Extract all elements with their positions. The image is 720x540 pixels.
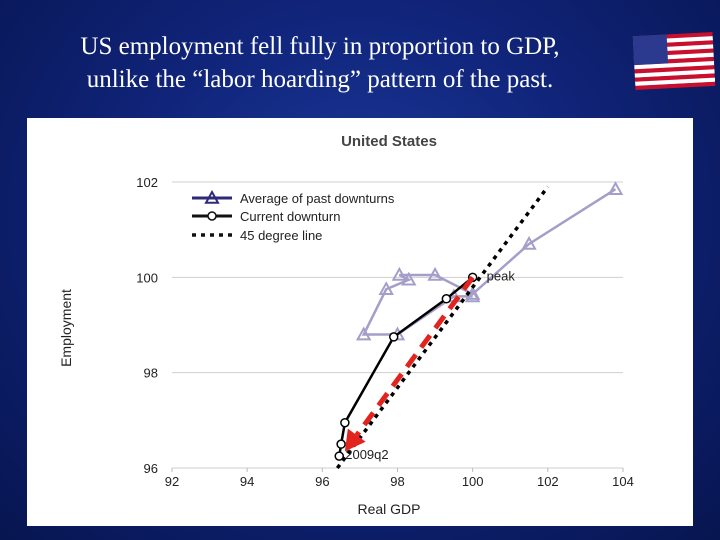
legend: Average of past downturns Current downtur… [192,189,395,243]
y-tick-label: 96 [144,461,158,476]
series-line-past-downturns [361,188,617,336]
data-point-triangle [378,281,394,296]
slide-title-line-2: unlike the “labor hoarding” pattern of t… [86,66,554,93]
data-point-triangle [521,235,537,250]
series-layer [334,181,624,470]
y-tick-label: 100 [136,270,158,285]
x-axis-label: Real GDP [357,501,420,517]
flag-stripe [635,81,716,91]
flag-stripe [634,69,715,78]
y-tick-label: 98 [144,366,158,381]
flag-canton [632,34,669,66]
data-point-triangle [401,271,417,286]
data-point-circle [336,439,346,449]
slide-title: US employment fell fully in proportion t… [20,30,620,96]
flag-stripes [632,31,716,91]
y-axis-label: Employment [58,289,74,367]
chart-panel: United States Employment Real GDP 96 98 10… [27,118,693,526]
legend-entry-label: Current downturn [240,209,340,224]
slide-title-line-1: US employment fell fully in proportion t… [80,33,560,60]
data-point-triangle [427,266,443,281]
data-point-circle [388,332,399,342]
x-tick-label: 96 [315,474,329,489]
annotations: peak 2009q2 [345,268,515,462]
x-tick-label: 92 [165,474,179,489]
red-arrow-head [344,428,366,452]
x-tick-label: 102 [537,474,559,489]
legend-entry-label: 45 degree line [240,228,322,243]
legend-marker-circle [207,211,217,221]
y-tick-label: 102 [136,175,158,190]
employment-gdp-chart: United States Employment Real GDP 96 98 10… [58,133,634,517]
red-dashed-arrow-shaft [354,275,475,437]
legend-entry-label: Average of past downturns [240,191,395,206]
data-point-circle [334,451,344,461]
x-tick-label: 98 [390,474,404,489]
flag-stripe [634,60,715,70]
axis-ticks: 96 98 100 102 92 94 96 98 100 102 104 [136,175,634,489]
series-line-45-degree [335,185,550,470]
x-tick-label: 100 [462,474,484,489]
data-point-triangle [607,181,624,195]
data-point-circle [340,417,350,428]
data-point-triangle [391,266,408,281]
flag-stripe [635,77,716,87]
flag-stripe [634,73,715,82]
us-flag-icon [632,31,716,91]
data-point-triangle [355,326,372,341]
grid-lines [171,181,624,472]
data-point-circle [441,294,452,304]
data-point-triangle [464,288,481,303]
x-tick-label: 94 [240,474,254,489]
annotation-label: 2009q2 [345,447,388,462]
chart-title: United States [341,133,437,150]
data-point-triangle [204,189,220,204]
flag-stripe [634,65,715,74]
x-tick-label: 104 [612,474,634,489]
annotation-label: peak [487,268,516,283]
